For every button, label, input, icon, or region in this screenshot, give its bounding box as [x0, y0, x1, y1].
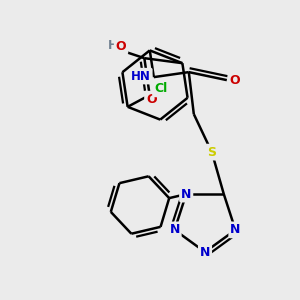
Text: N: N — [169, 224, 180, 236]
Text: N: N — [230, 224, 241, 236]
Text: N: N — [200, 245, 210, 259]
Text: N: N — [181, 188, 191, 201]
Text: O: O — [146, 93, 157, 106]
Text: O: O — [116, 40, 126, 53]
Text: Cl: Cl — [154, 82, 167, 95]
Text: H: H — [107, 39, 117, 52]
Text: O: O — [230, 74, 240, 87]
Text: S: S — [207, 146, 216, 159]
Text: HN: HN — [131, 70, 151, 83]
